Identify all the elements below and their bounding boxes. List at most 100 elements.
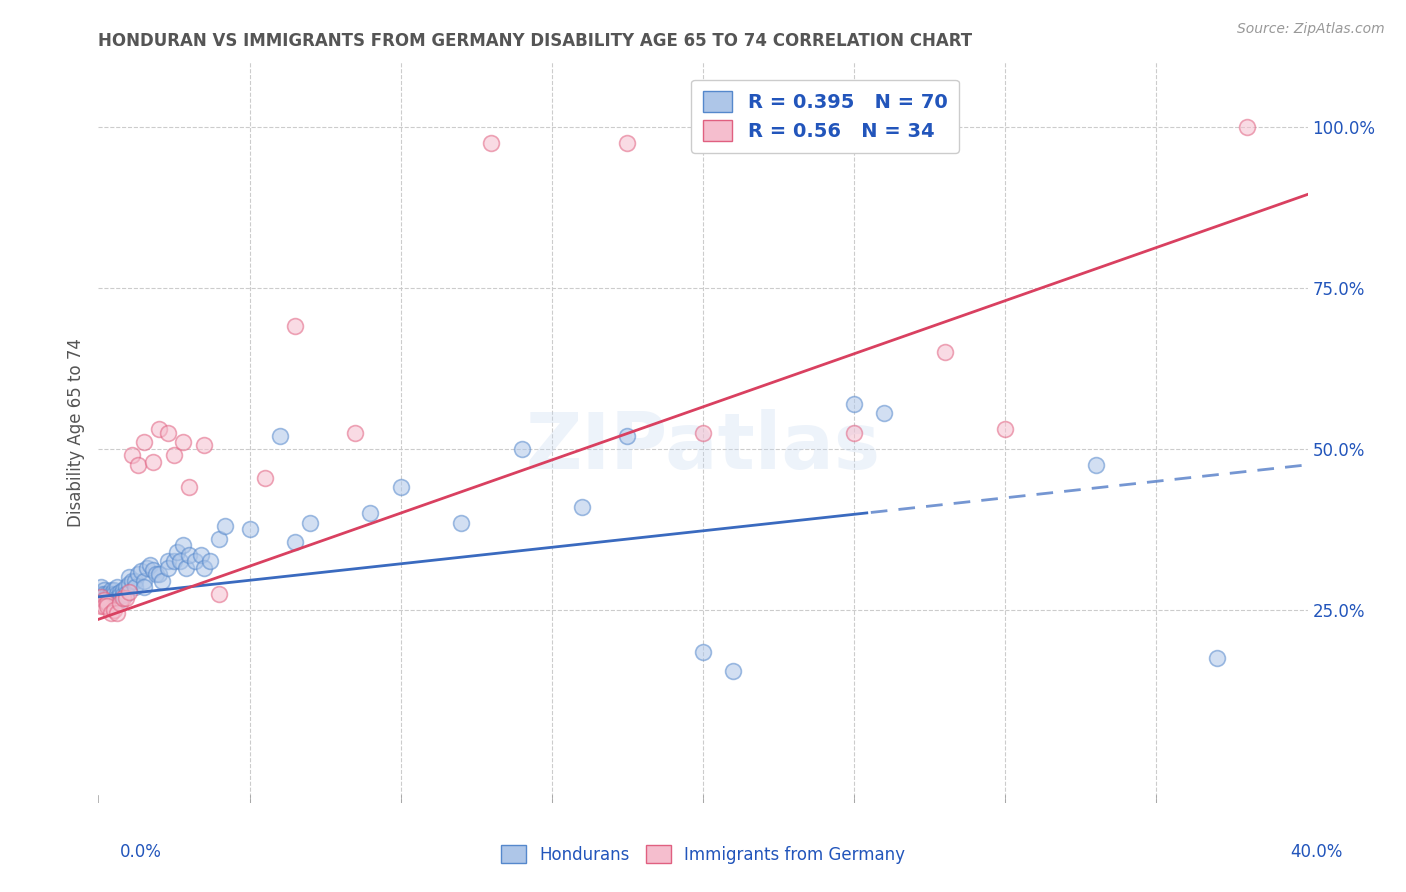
Point xyxy=(96,586,118,600)
Point xyxy=(163,554,186,568)
Point xyxy=(163,448,186,462)
Point xyxy=(111,589,134,603)
Point xyxy=(105,591,128,605)
Point xyxy=(844,425,866,440)
Point xyxy=(90,580,112,594)
Point xyxy=(103,593,125,607)
Point xyxy=(142,454,165,468)
Point xyxy=(172,435,194,450)
Point xyxy=(934,345,956,359)
Point xyxy=(96,599,118,614)
Point xyxy=(100,593,122,607)
Point xyxy=(93,599,115,614)
Point xyxy=(284,535,307,549)
Legend: R = 0.395   N = 70, R = 0.56   N = 34: R = 0.395 N = 70, R = 0.56 N = 34 xyxy=(692,79,959,153)
Point xyxy=(93,593,115,607)
Point xyxy=(124,574,146,588)
Point xyxy=(148,567,170,582)
Point xyxy=(100,606,122,620)
Point xyxy=(96,596,118,610)
Point xyxy=(510,442,533,456)
Legend: Hondurans, Immigrants from Germany: Hondurans, Immigrants from Germany xyxy=(494,838,912,871)
Point xyxy=(132,580,155,594)
Point xyxy=(111,583,134,598)
Text: ZIPatlas: ZIPatlas xyxy=(526,409,880,485)
Point xyxy=(193,561,215,575)
Point xyxy=(93,586,115,600)
Point xyxy=(127,458,149,472)
Point xyxy=(179,548,201,562)
Point xyxy=(103,583,125,598)
Point xyxy=(145,567,167,582)
Point xyxy=(93,593,115,607)
Text: 0.0%: 0.0% xyxy=(120,843,162,861)
Point xyxy=(190,548,212,562)
Point xyxy=(135,561,157,575)
Point xyxy=(105,580,128,594)
Point xyxy=(692,644,714,658)
Point xyxy=(571,500,593,514)
Point xyxy=(169,554,191,568)
Point xyxy=(139,558,162,572)
Y-axis label: Disability Age 65 to 74: Disability Age 65 to 74 xyxy=(66,338,84,527)
Point xyxy=(1236,120,1258,134)
Point xyxy=(105,606,128,620)
Point xyxy=(90,590,112,604)
Point xyxy=(208,586,231,600)
Point xyxy=(1206,651,1229,665)
Point xyxy=(108,593,131,607)
Text: 40.0%: 40.0% xyxy=(1291,843,1343,861)
Point xyxy=(118,584,141,599)
Point xyxy=(214,519,236,533)
Text: HONDURAN VS IMMIGRANTS FROM GERMANY DISABILITY AGE 65 TO 74 CORRELATION CHART: HONDURAN VS IMMIGRANTS FROM GERMANY DISA… xyxy=(98,32,973,50)
Point xyxy=(253,471,276,485)
Point xyxy=(103,602,125,616)
Point xyxy=(150,574,173,588)
Point xyxy=(93,583,115,598)
Point xyxy=(108,584,131,599)
Point xyxy=(118,570,141,584)
Point xyxy=(389,480,412,494)
Point xyxy=(156,561,179,575)
Point xyxy=(108,596,131,610)
Point xyxy=(193,438,215,452)
Point xyxy=(299,516,322,530)
Point xyxy=(179,480,201,494)
Point xyxy=(844,397,866,411)
Point xyxy=(184,554,207,568)
Point xyxy=(269,429,291,443)
Point xyxy=(174,561,197,575)
Point xyxy=(127,567,149,582)
Point xyxy=(994,422,1017,436)
Point xyxy=(118,577,141,591)
Text: Source: ZipAtlas.com: Source: ZipAtlas.com xyxy=(1237,22,1385,37)
Point xyxy=(129,564,152,578)
Point xyxy=(114,580,136,594)
Point xyxy=(103,586,125,600)
Point xyxy=(284,319,307,334)
Point xyxy=(111,591,134,605)
Point xyxy=(108,589,131,603)
Point xyxy=(105,586,128,600)
Point xyxy=(148,422,170,436)
Point xyxy=(96,593,118,607)
Point xyxy=(156,425,179,440)
Point xyxy=(616,429,638,443)
Point xyxy=(90,590,112,604)
Point xyxy=(873,406,896,420)
Point xyxy=(121,448,143,462)
Point xyxy=(90,586,112,600)
Point xyxy=(156,554,179,568)
Point xyxy=(132,574,155,588)
Point xyxy=(90,599,112,614)
Point xyxy=(208,532,231,546)
Point xyxy=(616,136,638,150)
Point xyxy=(239,522,262,536)
Point xyxy=(360,506,382,520)
Point xyxy=(124,580,146,594)
Point xyxy=(142,563,165,577)
Point xyxy=(132,435,155,450)
Point xyxy=(100,586,122,600)
Point xyxy=(344,425,367,440)
Point xyxy=(114,586,136,600)
